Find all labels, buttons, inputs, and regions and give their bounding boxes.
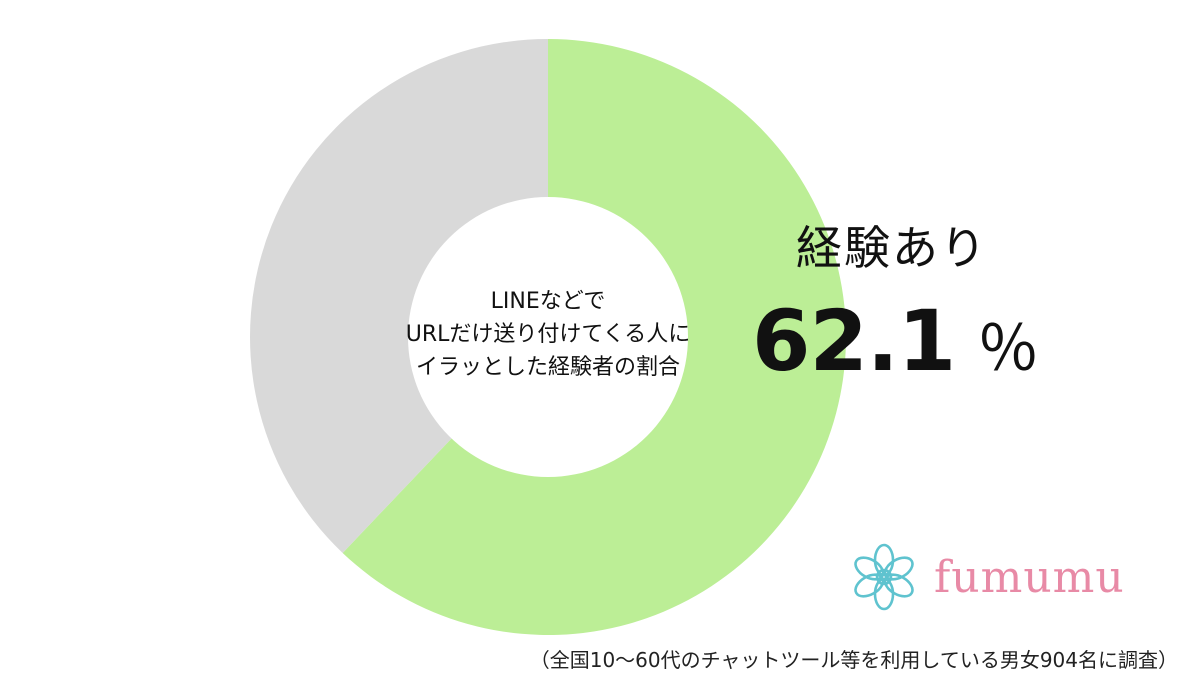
flower-logo-icon	[854, 543, 914, 611]
brand-logo: fumumu	[848, 540, 1125, 614]
logo-center	[875, 568, 893, 586]
survey-note: （全国10～60代のチャットツール等を利用している男女904名に調査）	[529, 648, 1178, 672]
brand-name: fumumu	[934, 551, 1125, 603]
callout-value: 62.1 ％	[752, 292, 1039, 390]
center-title-line-3: イラッとした経験者の割合	[416, 355, 680, 380]
center-title-line-1: LINEなどで	[491, 289, 606, 314]
donut-hole	[408, 197, 688, 477]
callout-label: 経験あり	[796, 221, 988, 275]
slice-remainder	[249, 39, 549, 553]
center-title-line-2: URLだけ送り付けてくる人に	[406, 322, 691, 347]
logo-petal	[854, 556, 885, 581]
center-title: LINEなどで URLだけ送り付けてくる人に イラッとした経験者の割合	[406, 289, 691, 380]
callout-number: 62.1	[752, 292, 956, 390]
callout-unit: ％	[977, 312, 1040, 385]
